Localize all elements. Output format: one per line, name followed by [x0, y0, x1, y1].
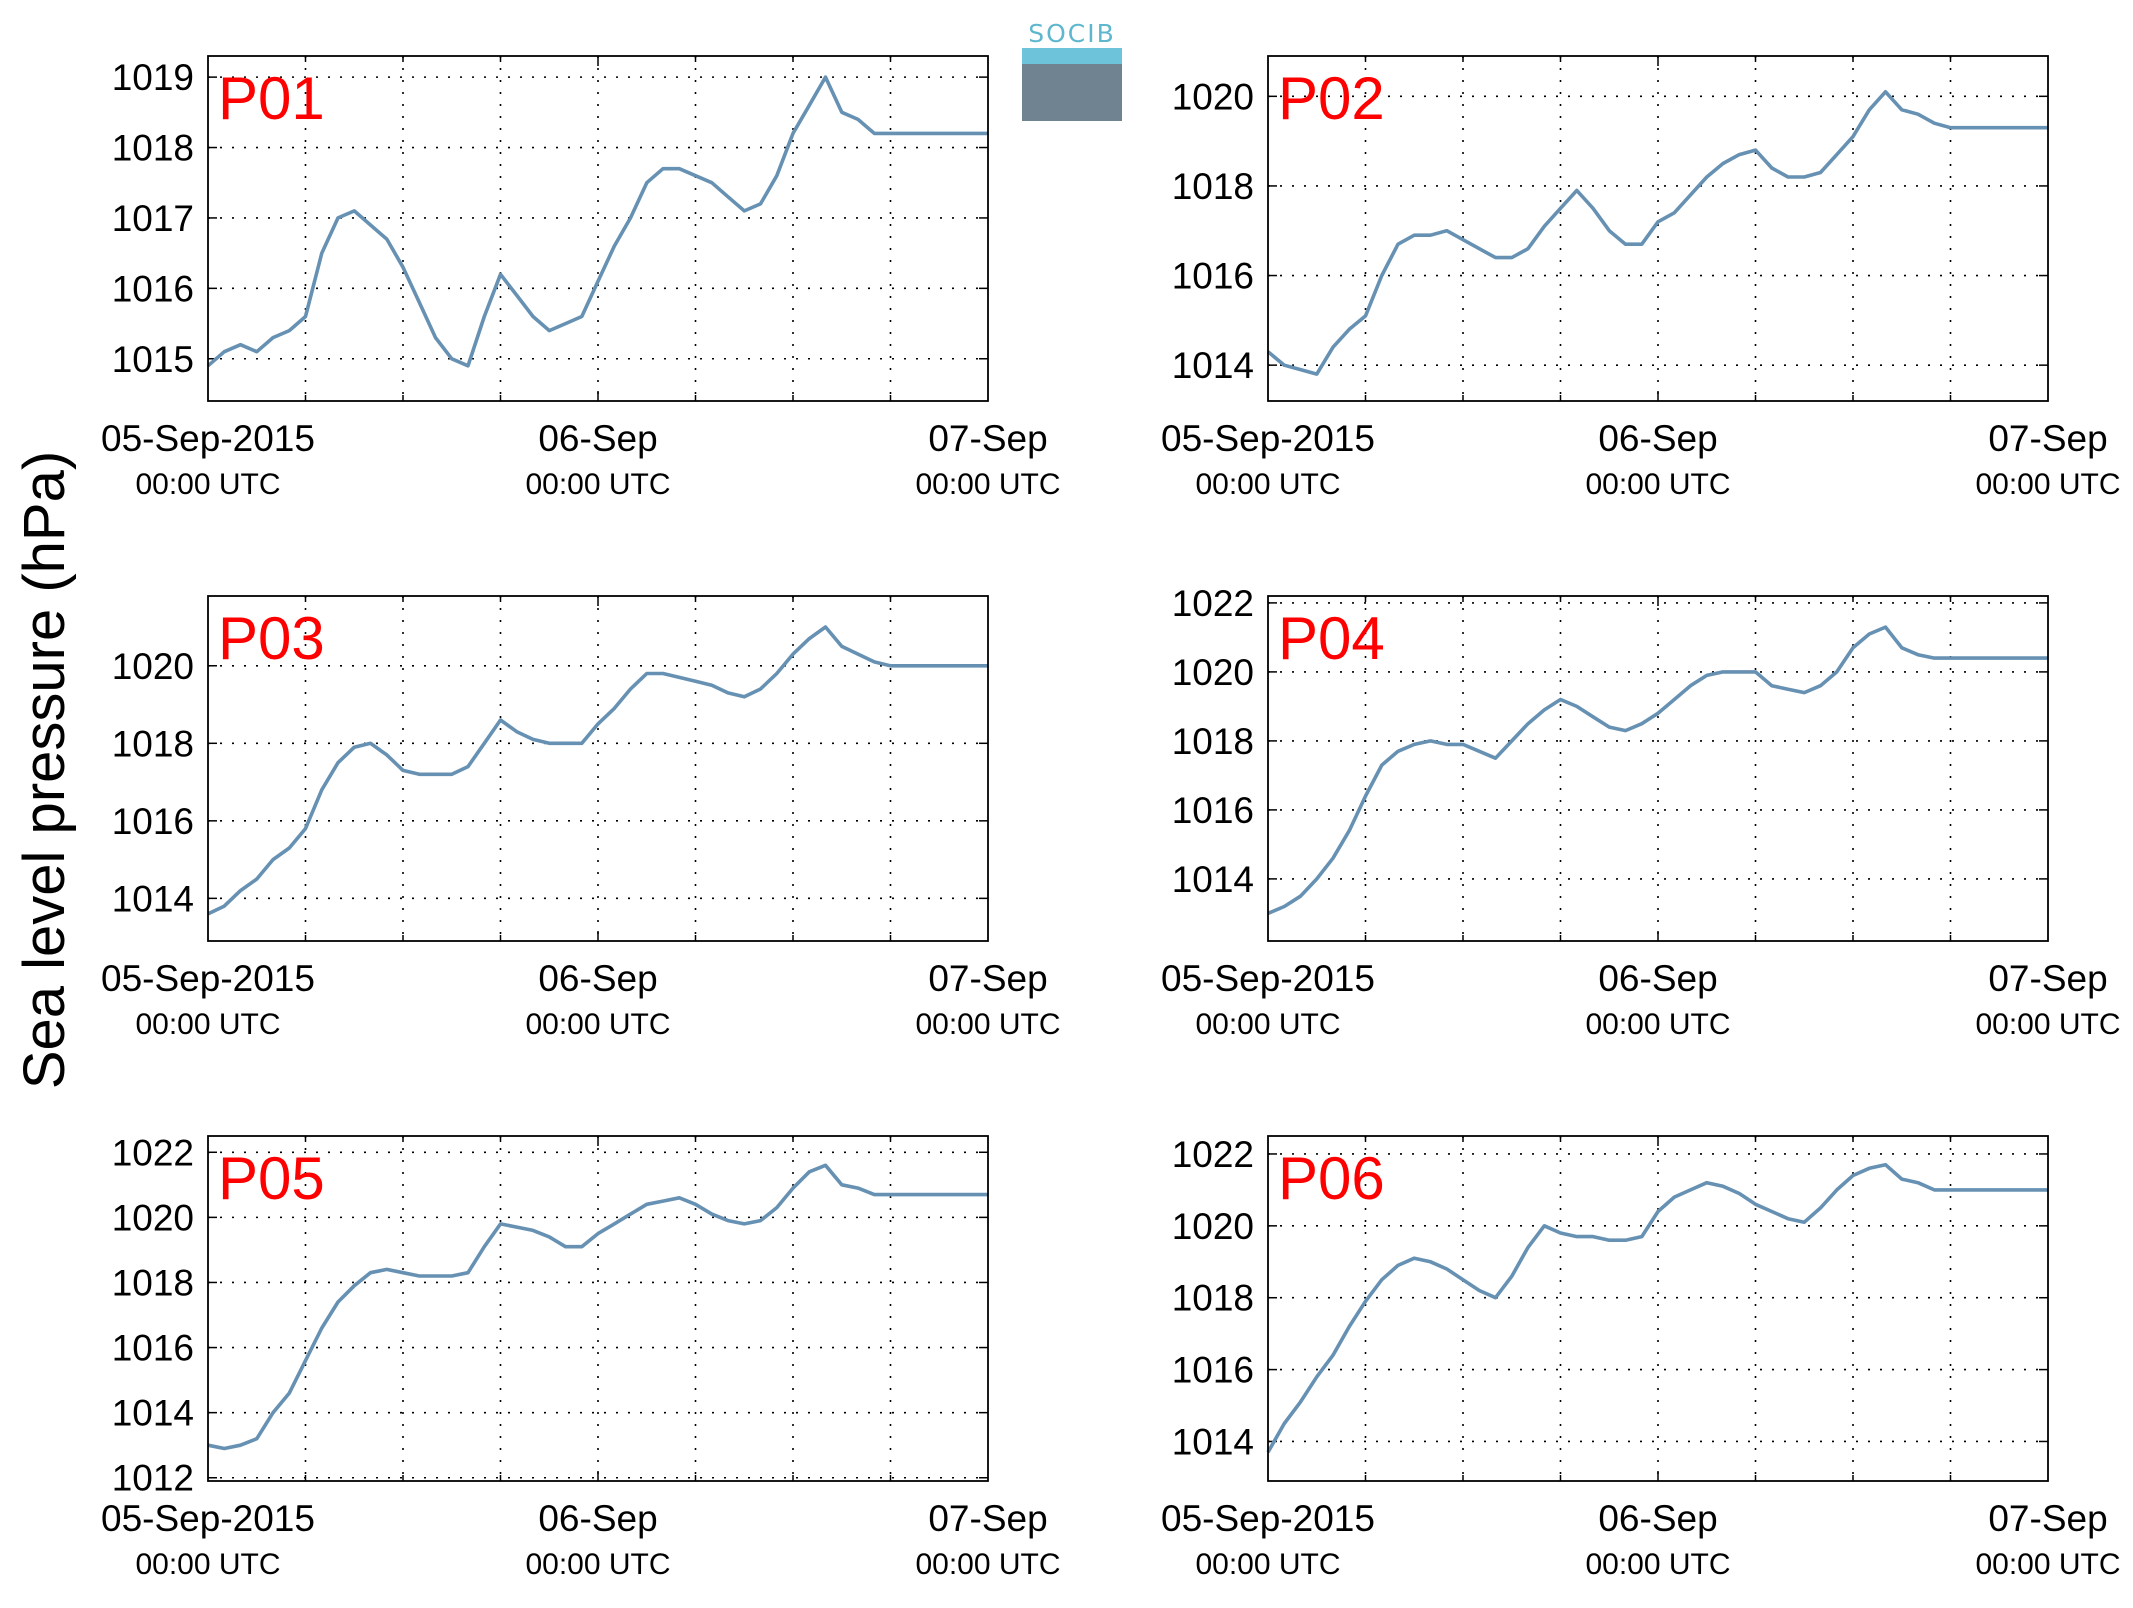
x-tick-label: 05-Sep-2015: [1161, 418, 1375, 459]
y-tick-label: 1016: [112, 801, 194, 842]
y-tick-label: 1022: [1172, 583, 1254, 624]
x-tick-label: 06-Sep: [1598, 418, 1717, 459]
y-tick-label: 1022: [1172, 1134, 1254, 1175]
x-tick-sublabel: 00:00 UTC: [135, 468, 280, 501]
x-tick-sublabel: 00:00 UTC: [525, 468, 670, 501]
y-tick-label: 1020: [1172, 1206, 1254, 1247]
x-tick-sublabel: 00:00 UTC: [915, 1548, 1060, 1581]
panel-title: P02: [1278, 65, 1385, 132]
x-tick-label: 05-Sep-2015: [101, 418, 315, 459]
x-tick-label: 07-Sep: [928, 958, 1047, 999]
plot-frame: [207, 55, 989, 402]
x-tick-label: 05-Sep-2015: [101, 1498, 315, 1539]
y-tick-label: 1017: [112, 198, 194, 239]
x-tick-sublabel: 00:00 UTC: [1975, 1008, 2120, 1041]
y-tick-label: 1016: [112, 1328, 194, 1369]
panel-p03: 1014 1016 1018 1020 P03 05-Sep-2015 00:00 UTC 0…: [101, 595, 1061, 1041]
series-line: [1266, 1162, 2048, 1454]
x-tick-label: 07-Sep: [1988, 958, 2107, 999]
y-tick-label: 1018: [1172, 721, 1254, 762]
y-tick-label: 1012: [112, 1458, 194, 1499]
y-tick-label: 1020: [112, 646, 194, 687]
x-tick-sublabel: 00:00 UTC: [1195, 1008, 1340, 1041]
y-tick-label: 1014: [1172, 1421, 1254, 1462]
series-line: [1266, 90, 2048, 376]
x-tick-sublabel: 00:00 UTC: [1195, 468, 1340, 501]
x-tick-sublabel: 00:00 UTC: [135, 1548, 280, 1581]
series-line: [1267, 625, 2048, 916]
y-tick-label: 1016: [1172, 256, 1254, 297]
y-tick-label: 1020: [1172, 76, 1254, 117]
plot-frame: [207, 595, 989, 942]
x-tick-sublabel: 00:00 UTC: [915, 1008, 1060, 1041]
x-tick-sublabel: 00:00 UTC: [1975, 1548, 2120, 1581]
y-tick-label: 1018: [1172, 166, 1254, 207]
y-tick-label: 1014: [1172, 859, 1254, 900]
socib-logo-text: SOCIB: [1028, 19, 1116, 48]
y-tick-label: 1016: [1172, 790, 1254, 831]
plot-frame: [1267, 55, 2049, 402]
x-tick-sublabel: 00:00 UTC: [1585, 1548, 1730, 1581]
x-tick-label: 06-Sep: [1598, 958, 1717, 999]
panel-title: P04: [1278, 605, 1385, 672]
panel-p01: 1015 1016 1017 1018 1019 P01 05-Sep-2015 00:00 …: [101, 55, 1061, 501]
series-line: [206, 75, 988, 368]
panel-p02: 1014 1016 1018 1020 P02 05-Sep-2015 00:00 UTC 0…: [1161, 55, 2121, 501]
x-tick-label: 06-Sep: [538, 418, 657, 459]
y-tick-label: 1014: [112, 878, 194, 919]
panel-title: P03: [218, 605, 325, 672]
x-tick-label: 07-Sep: [928, 418, 1047, 459]
y-tick-label: 1014: [112, 1393, 194, 1434]
x-tick-sublabel: 00:00 UTC: [915, 468, 1060, 501]
x-tick-label: 07-Sep: [928, 1498, 1047, 1539]
series-line: [207, 625, 988, 916]
panel-p05: 1012 1014 1016 1018 1020 1022 P05 05-Sep-2015 00…: [101, 1132, 1061, 1581]
x-tick-sublabel: 00:00 UTC: [1585, 468, 1730, 501]
panel-title: P06: [1278, 1145, 1385, 1212]
plot-frame: [1267, 595, 2049, 942]
socib-logo: SOCIB: [1022, 19, 1122, 121]
y-tick-label: 1018: [1172, 1278, 1254, 1319]
x-tick-label: 06-Sep: [538, 1498, 657, 1539]
panel-title: P01: [218, 65, 325, 132]
x-tick-sublabel: 00:00 UTC: [135, 1008, 280, 1041]
y-tick-label: 1018: [112, 1262, 194, 1303]
x-tick-sublabel: 00:00 UTC: [1975, 468, 2120, 501]
x-tick-label: 06-Sep: [1598, 1498, 1717, 1539]
x-tick-label: 07-Sep: [1988, 1498, 2107, 1539]
y-tick-label: 1019: [112, 57, 194, 98]
y-tick-label: 1018: [112, 128, 194, 169]
x-tick-label: 05-Sep-2015: [101, 958, 315, 999]
x-tick-label: 06-Sep: [538, 958, 657, 999]
x-tick-label: 07-Sep: [1988, 418, 2107, 459]
panel-title: P05: [218, 1145, 325, 1212]
panel-p04: 1014 1016 1018 1020 1022 P04 05-Sep-2015 00:00 …: [1161, 583, 2121, 1041]
plot-frame: [207, 1135, 989, 1482]
y-tick-label: 1022: [112, 1132, 194, 1173]
y-tick-label: 1016: [112, 268, 194, 309]
x-tick-sublabel: 00:00 UTC: [525, 1008, 670, 1041]
y-tick-label: 1016: [1172, 1350, 1254, 1391]
x-tick-sublabel: 00:00 UTC: [1195, 1548, 1340, 1581]
panels: 1015 1016 1017 1018 1019 P01 05-Sep-2015 00:00 …: [101, 55, 2121, 1581]
series-line: [207, 1163, 988, 1451]
socib-logo-wave: [1022, 48, 1122, 64]
y-tick-label: 1020: [112, 1197, 194, 1238]
panel-p06: 1014 1016 1018 1020 1022 P06 05-Sep-2015 00:00 …: [1161, 1134, 2121, 1581]
y-tick-label: 1015: [112, 339, 194, 380]
y-axis-label: Sea level pressure (hPa): [12, 451, 77, 1089]
plot-frame: [1267, 1135, 2049, 1482]
x-tick-sublabel: 00:00 UTC: [1585, 1008, 1730, 1041]
x-tick-label: 05-Sep-2015: [1161, 958, 1375, 999]
x-tick-label: 05-Sep-2015: [1161, 1498, 1375, 1539]
x-tick-sublabel: 00:00 UTC: [525, 1548, 670, 1581]
y-tick-label: 1014: [1172, 345, 1254, 386]
y-tick-label: 1020: [1172, 652, 1254, 693]
y-tick-label: 1018: [112, 723, 194, 764]
